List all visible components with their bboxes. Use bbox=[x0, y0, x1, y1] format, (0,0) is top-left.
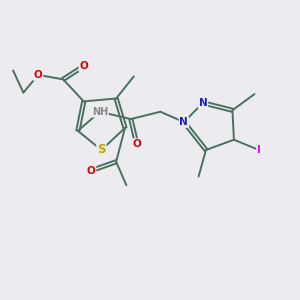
Text: O: O bbox=[34, 70, 43, 80]
Text: O: O bbox=[87, 166, 95, 176]
Text: I: I bbox=[257, 145, 261, 155]
Text: S: S bbox=[97, 143, 106, 157]
Text: O: O bbox=[132, 139, 141, 149]
Text: O: O bbox=[80, 61, 88, 71]
Text: NH: NH bbox=[92, 107, 108, 117]
Text: N: N bbox=[199, 98, 207, 108]
Text: N: N bbox=[179, 117, 188, 127]
